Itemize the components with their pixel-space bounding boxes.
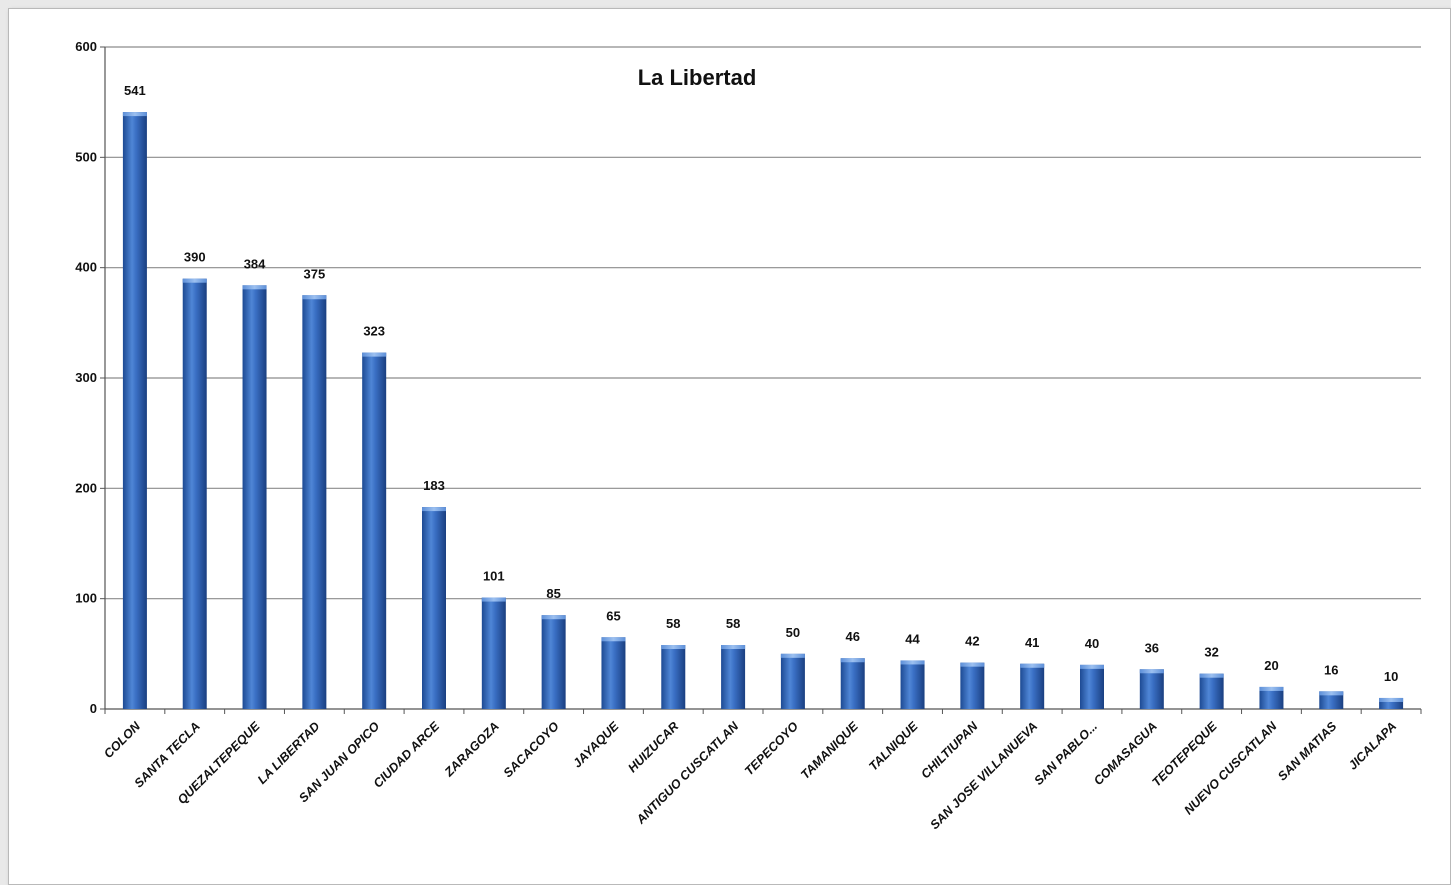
y-tick-label: 200 [75,480,97,495]
data-label: 323 [363,324,385,339]
bar [422,507,446,709]
bar-cap [1139,669,1164,674]
data-label: 10 [1384,669,1398,684]
category-label: SAN PABLO... [1031,719,1100,788]
bar-cap [422,507,446,512]
bar-cap [840,658,865,663]
y-tick-label: 300 [75,370,97,385]
data-label: 46 [845,629,859,644]
bar-cap [481,597,506,602]
bar [1379,697,1404,709]
bar [1319,691,1344,709]
category-label: CHILTIUPAN [918,719,981,782]
bar [1080,664,1104,709]
bar [122,112,147,709]
bar [1199,673,1224,709]
data-label: 541 [124,83,146,98]
bar-cap [601,637,626,642]
data-label: 50 [786,625,800,640]
category-label: TAMANIQUE [798,719,861,782]
category-label: JICALAPA [1346,719,1399,772]
bar-cap [541,615,566,620]
bar [541,615,566,709]
data-label: 58 [726,616,740,631]
bar [840,658,865,709]
data-label: 44 [905,631,920,646]
bar [362,352,387,709]
y-tick-label: 600 [75,39,97,54]
bar [242,285,267,709]
bar [721,645,746,709]
data-label: 41 [1025,635,1039,650]
bar [900,660,925,709]
data-label: 32 [1204,645,1218,660]
y-tick-label: 100 [75,591,97,606]
category-label: ZARAGOZA [441,719,502,780]
bar-cap [1020,663,1045,668]
bar-cap [122,112,147,117]
bar [302,295,327,709]
bar-cap [661,645,686,650]
data-label: 40 [1085,636,1099,651]
bar-cap [721,645,746,650]
category-label: SAN MATIAS [1275,719,1340,784]
bar [661,645,686,709]
y-tick-label: 0 [90,701,97,716]
category-label: SACACOYO [501,719,562,780]
category-label: LA LIBERTAD [255,719,323,787]
bar-cap [362,352,387,357]
category-label: COMASAGUA [1091,719,1160,788]
data-label: 384 [244,256,266,271]
y-tick-label: 400 [75,260,97,275]
data-label: 85 [546,586,560,601]
bar-cap [1080,664,1104,669]
data-label: 390 [184,250,206,265]
bar [1020,663,1045,709]
bar [182,278,207,709]
data-label: 20 [1264,658,1278,673]
bar-cap [960,662,985,667]
chart-frame: 0 100 200 300 400 500 600 541 COLON 390 SANTA TECL… [8,8,1451,885]
data-label: 36 [1145,640,1159,655]
bar-cap [242,285,267,290]
bar-cap [1319,691,1344,696]
bar [1259,686,1284,709]
data-label: 183 [423,478,445,493]
category-label: TALNIQUE [866,719,921,774]
bars [122,112,1404,709]
data-label: 16 [1324,662,1338,677]
axes [100,46,1422,714]
bar [780,653,805,709]
category-label: TEPECOYO [742,719,801,778]
data-label: 65 [606,608,620,623]
bar-cap [780,653,805,658]
y-tick-label: 500 [75,149,97,164]
category-label: HUIZUCAR [625,719,681,775]
category-label: COLON [101,719,144,762]
data-label: 42 [965,634,979,649]
bar [601,637,626,709]
category-label: ANTIGUO CUSCATLAN [633,719,742,828]
data-label: 375 [304,266,326,281]
bar-cap [1379,697,1404,702]
data-label: 101 [483,569,505,584]
chart-title: La Libertad [638,65,757,90]
bar-cap [1199,673,1224,678]
bar [1139,669,1164,709]
bar-cap [302,295,327,300]
bar [960,662,985,709]
bar [481,597,506,709]
bar-cap [1259,686,1284,691]
category-label: JAYAQUE [570,719,622,771]
category-label: SAN JOSE VILLANUEVA [927,719,1040,832]
bar-cap [182,278,207,283]
data-label: 58 [666,616,680,631]
bar-cap [900,660,925,665]
